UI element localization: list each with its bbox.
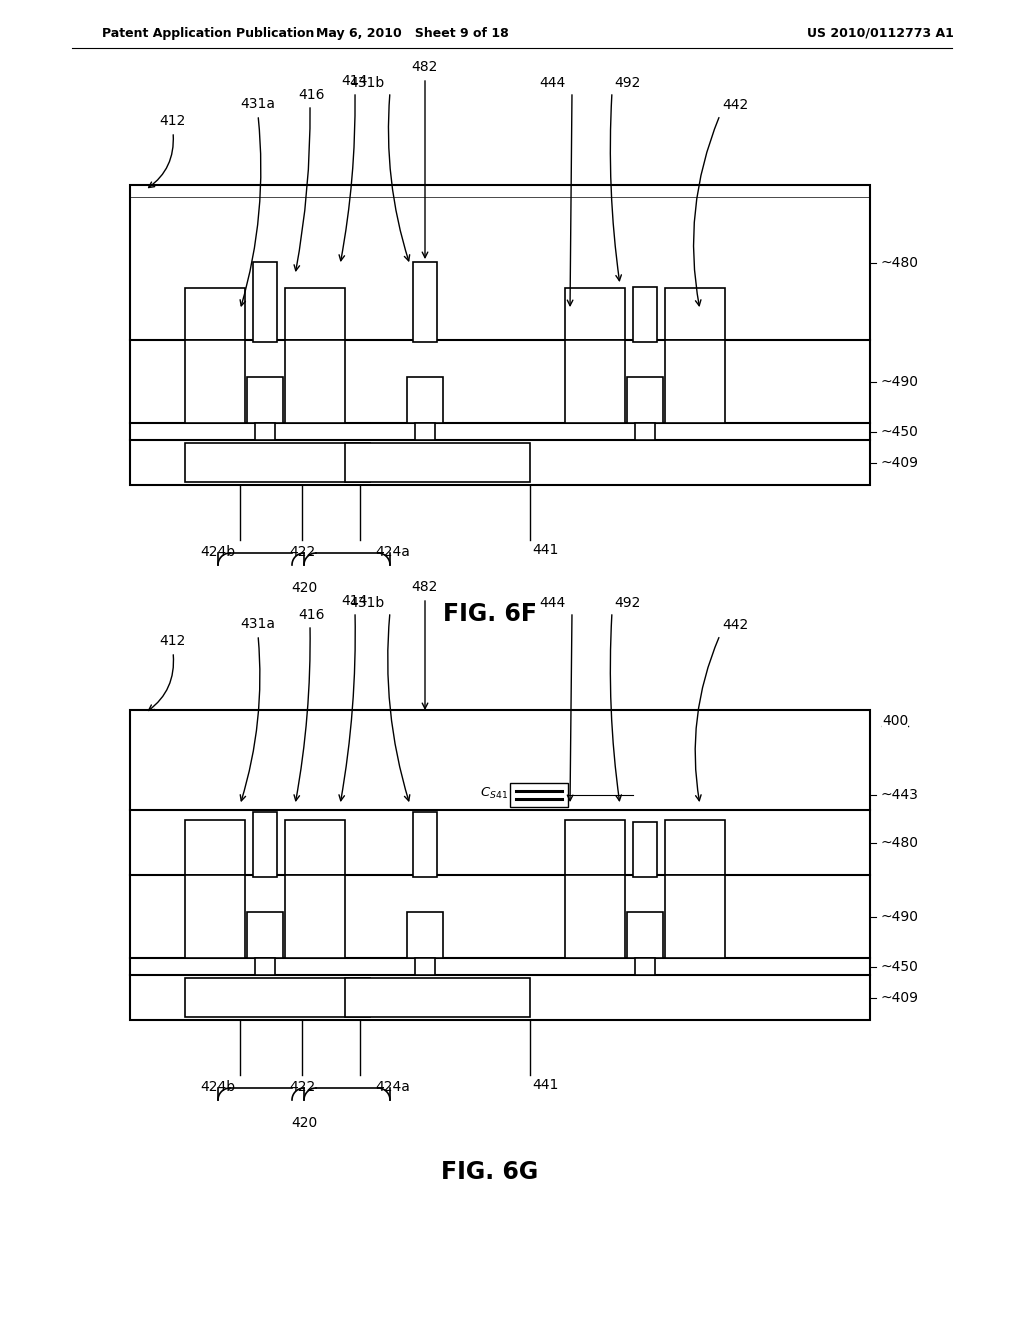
- Text: 420: 420: [291, 1115, 317, 1130]
- Text: ~490: ~490: [880, 375, 918, 389]
- Text: ~409: ~409: [880, 991, 918, 1005]
- Bar: [253, 812, 278, 876]
- Bar: [627, 378, 663, 422]
- Text: 431b: 431b: [350, 77, 385, 90]
- Bar: [185, 288, 245, 341]
- Bar: [665, 875, 725, 958]
- Text: 441: 441: [532, 1078, 558, 1092]
- Text: 444: 444: [540, 77, 566, 90]
- Bar: [407, 378, 443, 422]
- Text: ~480: ~480: [880, 256, 918, 271]
- Bar: [633, 286, 657, 342]
- Text: 412: 412: [160, 114, 186, 128]
- Text: 400: 400: [882, 714, 908, 729]
- Text: 492: 492: [614, 597, 640, 610]
- Text: 442: 442: [722, 618, 749, 632]
- Text: 431b: 431b: [350, 597, 385, 610]
- Bar: [130, 185, 870, 484]
- Text: 422: 422: [289, 545, 315, 558]
- Bar: [247, 912, 283, 958]
- Text: ~480: ~480: [880, 836, 918, 850]
- Text: May 6, 2010   Sheet 9 of 18: May 6, 2010 Sheet 9 of 18: [315, 26, 508, 40]
- Bar: [633, 822, 657, 876]
- Bar: [413, 261, 437, 342]
- Bar: [635, 958, 655, 975]
- Bar: [565, 875, 625, 958]
- Bar: [345, 978, 530, 1016]
- Text: US 2010/0112773 A1: US 2010/0112773 A1: [807, 26, 953, 40]
- Bar: [345, 444, 530, 482]
- Text: ~450: ~450: [880, 960, 918, 974]
- Text: 414: 414: [342, 74, 369, 88]
- Bar: [185, 820, 245, 875]
- Bar: [635, 422, 655, 440]
- Text: 424b: 424b: [200, 1080, 234, 1094]
- Bar: [565, 288, 625, 341]
- Bar: [253, 261, 278, 342]
- Bar: [255, 958, 275, 975]
- Text: 431a: 431a: [241, 96, 275, 111]
- Bar: [185, 444, 370, 482]
- Bar: [627, 912, 663, 958]
- Bar: [665, 820, 725, 875]
- Text: 416: 416: [299, 88, 326, 102]
- Text: 424a: 424a: [375, 545, 410, 558]
- Text: 412: 412: [160, 634, 186, 648]
- Bar: [510, 783, 568, 807]
- Bar: [285, 820, 345, 875]
- Text: 422: 422: [289, 1080, 315, 1094]
- Text: 482: 482: [412, 579, 438, 594]
- Bar: [130, 710, 870, 1020]
- Text: FIG. 6G: FIG. 6G: [441, 1160, 539, 1184]
- Text: 424b: 424b: [200, 545, 234, 558]
- Text: 441: 441: [532, 543, 558, 557]
- Text: 420: 420: [291, 581, 317, 595]
- Bar: [415, 422, 435, 440]
- Bar: [255, 422, 275, 440]
- Bar: [407, 912, 443, 958]
- Bar: [285, 341, 345, 422]
- Text: 414: 414: [342, 594, 369, 609]
- Bar: [665, 341, 725, 422]
- Text: Patent Application Publication: Patent Application Publication: [102, 26, 314, 40]
- Text: 482: 482: [412, 59, 438, 74]
- Text: ~490: ~490: [880, 909, 918, 924]
- Text: ~409: ~409: [880, 455, 918, 470]
- Text: ~443: ~443: [880, 788, 918, 803]
- Text: 424a: 424a: [375, 1080, 410, 1094]
- Bar: [285, 288, 345, 341]
- Bar: [413, 812, 437, 876]
- Text: 442: 442: [722, 98, 749, 112]
- Bar: [285, 875, 345, 958]
- Text: 416: 416: [299, 609, 326, 622]
- Text: $C_{S41}$: $C_{S41}$: [480, 785, 508, 800]
- Text: 431a: 431a: [241, 616, 275, 631]
- Bar: [415, 958, 435, 975]
- Bar: [247, 378, 283, 422]
- Bar: [185, 875, 245, 958]
- Text: ~450: ~450: [880, 425, 918, 440]
- Text: 444: 444: [540, 597, 566, 610]
- Text: 492: 492: [614, 77, 640, 90]
- Text: FIG. 6F: FIG. 6F: [443, 602, 537, 626]
- Bar: [185, 978, 370, 1016]
- Bar: [665, 288, 725, 341]
- Bar: [565, 820, 625, 875]
- Bar: [185, 341, 245, 422]
- Bar: [565, 341, 625, 422]
